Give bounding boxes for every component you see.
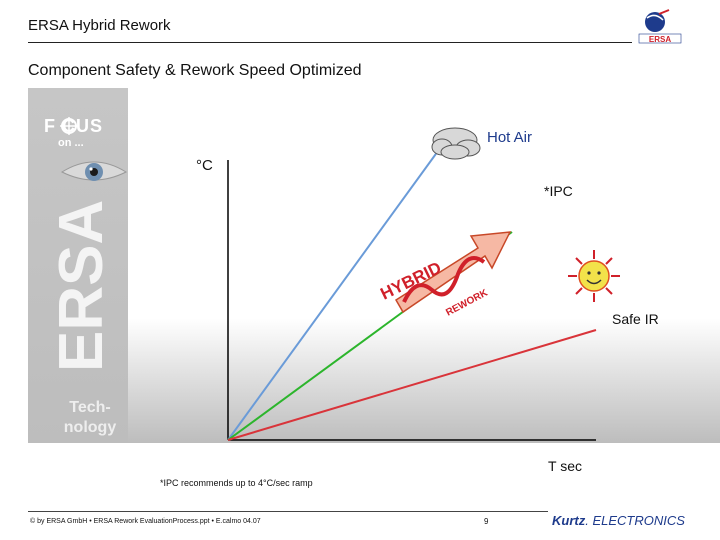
- ersa-vertical-brand: ERSA: [47, 200, 116, 372]
- series-label-safe-ir: Safe IR: [612, 311, 659, 327]
- logo-text: ERSA: [649, 35, 671, 44]
- technology-label: Tech- nology: [50, 398, 130, 438]
- series-label-hot-air: Hot Air: [487, 129, 532, 146]
- x-axis-label: T sec: [548, 458, 582, 474]
- crosshair-icon: [60, 117, 78, 135]
- sun-icon: [568, 250, 620, 302]
- kurtz-bold: Kurtz: [552, 513, 586, 528]
- technology-line2: nology: [63, 419, 117, 436]
- page-number: 9: [484, 517, 489, 526]
- hot-air-cloud-icon: [431, 127, 481, 160]
- header-divider: [28, 42, 632, 43]
- rework-text: REWORK: [444, 287, 490, 318]
- ersa-logo: ERSA: [638, 9, 682, 44]
- focus-sidebar: [28, 88, 128, 443]
- focus-sub-label: on ...: [58, 137, 84, 149]
- series-label-ipc: *IPC: [544, 183, 573, 199]
- logo-plate: [638, 33, 682, 44]
- kurtz-logo: Kurtz. ELECTRONICS: [552, 513, 685, 528]
- series-line-hot-air: [227, 139, 447, 441]
- circuit-board-background: [128, 88, 720, 443]
- footer-divider: [28, 511, 548, 512]
- ipc-footnote: *IPC recommends up to 4°C/sec ramp: [160, 478, 313, 488]
- swoosh-icon: [658, 9, 670, 15]
- y-axis-label: °C: [196, 157, 213, 174]
- globe-meridian: [646, 14, 664, 21]
- technology-line1: Tech-: [69, 399, 111, 416]
- series-line-safe-ir: [227, 329, 597, 441]
- hybrid-arrow: HYBRID REWORK: [377, 231, 512, 319]
- kurtz-rest: . ELECTRONICS: [585, 513, 685, 528]
- eye-icon: [60, 161, 128, 181]
- footer-copyright: © by ERSA GmbH • ERSA Rework EvaluationP…: [30, 518, 261, 525]
- slide-subtitle: Component Safety & Rework Speed Optimize…: [28, 62, 362, 79]
- svg-text:ERSA: ERSA: [47, 200, 116, 372]
- header-bar: ERSA Hybrid Rework: [0, 0, 720, 52]
- header-title: ERSA Hybrid Rework: [28, 17, 171, 34]
